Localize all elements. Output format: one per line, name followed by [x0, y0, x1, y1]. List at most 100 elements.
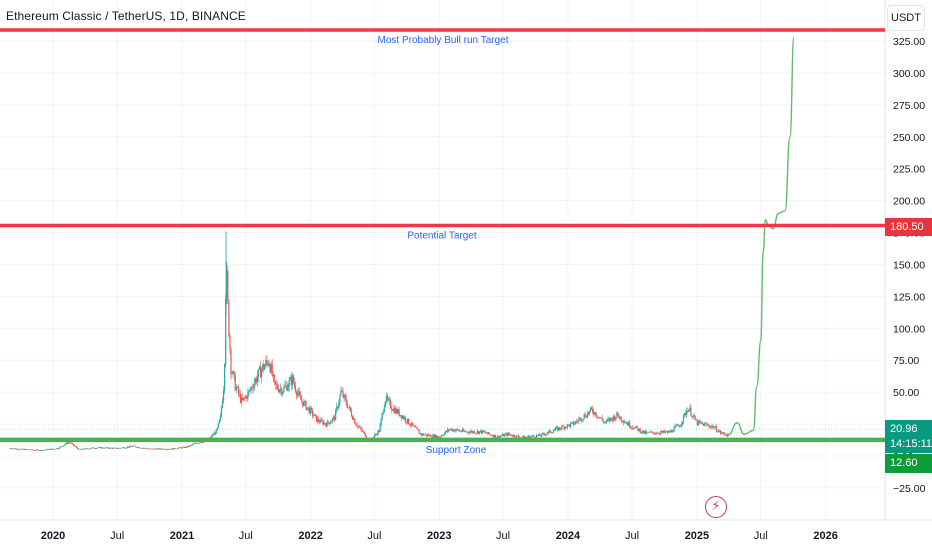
candle-body	[111, 448, 114, 449]
candle-body	[480, 430, 483, 434]
candle-body	[262, 364, 264, 370]
candle-body	[439, 436, 441, 438]
candle-body	[148, 448, 151, 450]
candle-body	[635, 426, 637, 428]
candle-body	[286, 385, 288, 391]
candle-body	[593, 411, 595, 415]
candle-body	[16, 448, 19, 450]
currency-button[interactable]: USDT	[887, 5, 925, 31]
candle-body	[346, 403, 348, 408]
candle-body	[64, 444, 66, 446]
candle-body	[587, 412, 589, 414]
candle-body	[460, 431, 463, 433]
candle-body	[92, 447, 95, 449]
lightning-icon[interactable]: ⚡	[705, 496, 727, 518]
candle-body	[671, 430, 673, 432]
candle-body	[449, 429, 451, 431]
candle-body	[17, 449, 20, 451]
candle-body	[632, 427, 634, 429]
candle-body	[251, 387, 253, 389]
candle-body	[95, 448, 97, 449]
candle-body	[723, 432, 725, 434]
time-axis-panel[interactable]	[0, 520, 932, 550]
candle-body	[438, 436, 440, 438]
candle-body	[114, 447, 116, 449]
candle-body	[325, 424, 327, 427]
candle-body	[118, 447, 120, 449]
candle-body	[454, 430, 456, 432]
candle-body	[382, 412, 384, 413]
projection-path[interactable]	[728, 36, 795, 436]
candle-body	[29, 449, 31, 451]
candle-body	[189, 445, 191, 447]
candle-body	[666, 431, 668, 432]
candle-body	[398, 409, 400, 416]
candle-body	[616, 412, 618, 418]
candle-body	[672, 431, 674, 433]
candle-body	[360, 427, 362, 430]
candle-body	[473, 431, 475, 434]
candle-body	[522, 435, 524, 438]
candle-body	[598, 417, 600, 418]
candle-body	[688, 409, 690, 412]
candle-body	[354, 418, 356, 424]
candle-body	[290, 377, 292, 386]
candle-body	[341, 390, 343, 392]
price-tick-label: 200.00	[893, 196, 925, 208]
candle-body	[318, 418, 320, 422]
candle-body	[236, 386, 238, 388]
candle-body	[451, 428, 453, 432]
candle-body	[36, 449, 39, 451]
candle-body	[585, 417, 587, 418]
candle-body	[472, 431, 474, 433]
time-tick-label: Jul	[496, 530, 510, 542]
candle-body	[275, 384, 278, 385]
candle-body	[450, 428, 452, 430]
candle-body	[233, 371, 235, 376]
candle-body	[574, 423, 576, 425]
candle-body	[646, 431, 649, 433]
candle-body	[705, 423, 707, 425]
candle-body	[154, 448, 156, 450]
candle-body	[250, 387, 252, 391]
candle-body	[663, 430, 666, 433]
candle-body	[243, 397, 245, 400]
candle-body	[651, 431, 653, 433]
candle-body	[388, 399, 391, 401]
candle-body	[66, 442, 68, 444]
candle-body	[685, 413, 687, 416]
candle-body	[667, 431, 669, 433]
candle-body	[542, 433, 544, 434]
candle-body	[165, 449, 168, 451]
candle-body	[193, 443, 195, 445]
candle-body	[515, 435, 518, 438]
candle-body	[132, 446, 134, 447]
time-tick-label: Jul	[239, 530, 253, 542]
candle-body	[489, 434, 491, 435]
candle-body	[26, 449, 28, 450]
candle-body	[629, 422, 631, 428]
candle-body	[648, 432, 650, 433]
candle-body	[727, 433, 729, 437]
candle-body	[106, 447, 108, 449]
candle-body	[693, 415, 695, 417]
candle-body	[69, 442, 71, 444]
candle-body	[363, 431, 365, 433]
candle-body	[517, 435, 520, 438]
candle-body	[23, 449, 25, 450]
candle-body	[680, 424, 683, 426]
candle-body	[108, 448, 110, 449]
candle-body	[88, 448, 90, 450]
candle-body	[164, 449, 167, 451]
candle-body	[654, 433, 656, 435]
price-tick-label: 325.00	[893, 36, 925, 48]
candle-body	[361, 429, 363, 432]
candle-body	[514, 437, 517, 438]
candle-body	[505, 433, 507, 435]
candle-body	[511, 435, 513, 437]
candle-body	[345, 398, 347, 404]
candle-body	[336, 406, 338, 411]
candle-body	[394, 408, 396, 414]
candle-body	[673, 427, 675, 432]
